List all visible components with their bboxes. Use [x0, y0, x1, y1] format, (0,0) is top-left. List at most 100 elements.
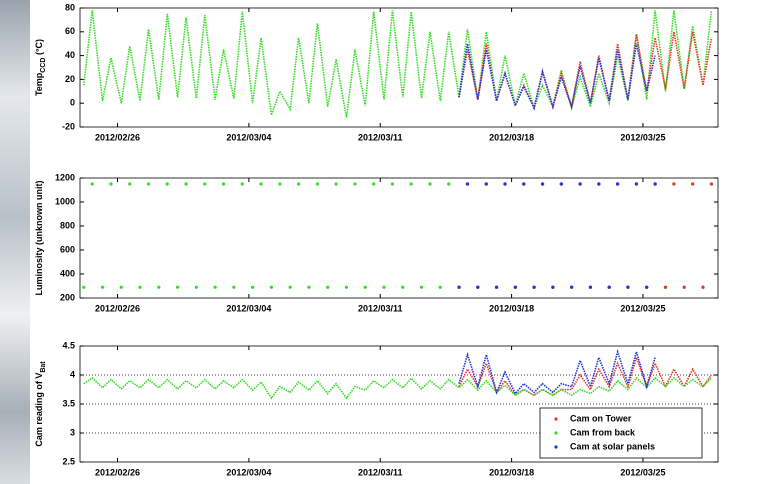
y-tick-label: -20	[62, 121, 75, 131]
x-tick-label: 2012/02/26	[95, 467, 140, 477]
y-label-main: Temp	[34, 72, 44, 96]
series-point	[334, 182, 338, 186]
series-point	[146, 182, 151, 186]
series-point	[372, 182, 376, 186]
x-tick-label: 2012/03/25	[620, 132, 665, 142]
y-tick-label: 3.5	[62, 398, 75, 408]
series-line	[458, 43, 656, 111]
y-tick-label: 400	[60, 268, 75, 278]
y-tick-label: 40	[65, 50, 75, 60]
x-tick-label: 2012/03/11	[358, 303, 403, 313]
series-point	[401, 285, 405, 289]
series-point	[240, 182, 244, 186]
series-point	[82, 285, 86, 289]
series-line	[83, 10, 713, 118]
plot-frame	[79, 177, 719, 299]
series-point	[494, 285, 499, 289]
x-tick-label: 2012/03/18	[489, 303, 534, 313]
series-point	[138, 285, 142, 289]
series-point	[645, 285, 649, 289]
series-point	[232, 285, 236, 289]
y-tick-label: 80	[65, 2, 75, 12]
legend-marker	[554, 445, 558, 449]
series-point	[100, 285, 105, 289]
series-point	[119, 285, 123, 289]
x-tick-label: 2012/03/11	[358, 132, 403, 142]
series-point	[691, 182, 695, 186]
series-point	[390, 182, 395, 186]
x-tick-label: 2012/03/11	[358, 467, 403, 477]
series-point	[570, 285, 574, 289]
series-point	[682, 285, 686, 289]
series-point	[672, 182, 676, 186]
series-point	[109, 182, 113, 186]
series-point	[503, 182, 507, 186]
series-point	[465, 182, 470, 186]
x-tick-label: 2012/03/18	[489, 467, 534, 477]
legend-marker	[554, 431, 558, 435]
series-point	[476, 285, 480, 289]
series-point	[588, 285, 593, 289]
series-point	[203, 182, 207, 186]
legend-marker	[554, 417, 558, 421]
y-tick-label: 4	[70, 369, 75, 379]
legend-label: Cam from back	[570, 427, 636, 437]
series-point	[297, 182, 301, 186]
series-point	[597, 182, 601, 186]
series-point	[251, 285, 255, 289]
series-point	[409, 182, 413, 186]
series-point	[532, 285, 536, 289]
y-label-main: Cam reading of V	[34, 373, 44, 447]
series-point	[457, 285, 461, 289]
series-point	[447, 182, 451, 186]
x-tick-label: 2012/03/04	[226, 467, 271, 477]
y-label-main: Luminosity (unknown unit)	[34, 181, 44, 296]
series-point	[175, 285, 180, 289]
series-point	[709, 182, 714, 186]
y-tick-label: 4.5	[62, 340, 75, 350]
y-tick-label: 1000	[55, 196, 75, 206]
series-point	[221, 182, 226, 186]
y-tick-label: 20	[65, 74, 75, 84]
series-point	[653, 182, 657, 186]
y-tick-label: 1200	[55, 172, 75, 182]
y-axis-label: TempCCD (°C)	[34, 39, 46, 96]
y-tick-label: 0	[70, 98, 75, 108]
series-point	[353, 182, 357, 186]
y-tick-label: 200	[60, 292, 75, 302]
y-tick-label: 60	[65, 26, 75, 36]
series-point	[419, 285, 424, 289]
x-tick-label: 2012/03/04	[226, 303, 271, 313]
series-point	[428, 182, 432, 186]
series-point	[634, 182, 638, 186]
series-point	[484, 182, 488, 186]
series-point	[438, 285, 442, 289]
y-label-sub: Bat	[40, 361, 47, 373]
y-tick-label: 600	[60, 244, 75, 254]
series-point	[616, 182, 620, 186]
y-axis-label: Luminosity (unknown unit)	[34, 181, 44, 296]
series-point	[663, 285, 668, 289]
series-point	[382, 285, 386, 289]
series-point	[701, 285, 705, 289]
y-tick-label: 2.5	[62, 456, 75, 466]
series-line	[458, 355, 713, 397]
legend-label: Cam on Tower	[570, 413, 632, 423]
series-point	[522, 182, 526, 186]
series-point	[269, 285, 273, 289]
series-point	[288, 285, 292, 289]
series-point	[157, 285, 161, 289]
series-point	[128, 182, 132, 186]
series-point	[578, 182, 582, 186]
series-point	[315, 182, 319, 186]
series-point	[513, 285, 517, 289]
x-tick-label: 2012/02/26	[95, 303, 140, 313]
x-tick-label: 2012/02/26	[95, 132, 140, 142]
series-point	[363, 285, 367, 289]
series-point	[607, 285, 611, 289]
series-point	[213, 285, 217, 289]
x-tick-label: 2012/03/18	[489, 132, 534, 142]
series-point	[307, 285, 311, 289]
series-point	[184, 182, 188, 186]
